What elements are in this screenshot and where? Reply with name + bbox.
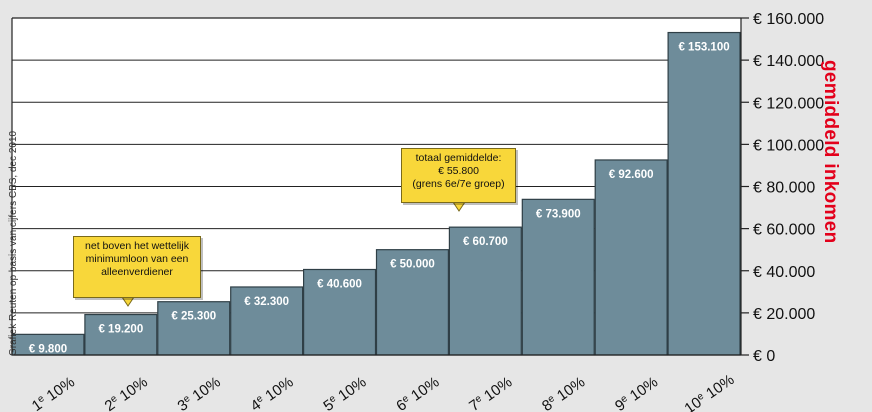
callout-minimumloon-line-1: net boven het wettelijk [85,240,189,252]
bar [230,286,304,356]
bar-value-label: € 19.200 [98,324,143,336]
callout-minimumloon-line-2: minimumloon van een [85,253,189,265]
x-tick-label: 8e 10% [539,373,588,412]
callout-gemiddelde-line-2: € 55.800 [438,165,479,177]
x-tick-label: 3e 10% [174,373,223,412]
bar [375,249,450,356]
y-tick-label: € 140.000 [753,53,824,70]
x-tick-label: 10e 10% [681,371,737,412]
bar-value-label: € 92.600 [609,169,654,181]
x-tick-label: 1e 10% [29,373,78,412]
bar-value-label: € 60.700 [463,236,508,248]
x-tick-label: 7e 10% [466,373,515,412]
y-tick-label: € 40.000 [753,264,815,281]
x-axis-labels: 1e 10% 2e 10% 3e 10% 4e 10% 5e 10% 6e 10% 7e 1… [29,371,738,412]
callout-minimumloon-line-3: alleenverdiener [101,266,173,278]
y-tick-label: € 20.000 [753,306,815,323]
y-tick-label: € 120.000 [753,95,824,112]
bar-value-label: € 40.600 [317,278,362,290]
bar [157,301,231,356]
y-axis-title: gemiddeld inkomen [820,60,841,244]
y-tick-label: € 160.000 [753,11,824,28]
bar-value-label: € 9.800 [29,343,67,355]
x-tick-label: 5e 10% [320,373,369,412]
bar [84,313,158,356]
y-tick-label: € 80.000 [753,180,815,197]
x-tick-label: 2e 10% [101,373,150,412]
bar [667,31,741,356]
bar-value-label: € 32.300 [244,296,289,308]
bar-value-label: € 153.100 [678,42,729,54]
bar [521,198,595,356]
y-tick-label: € 0 [753,348,775,365]
bar-value-label: € 73.900 [536,208,581,220]
y-tick-label: € 60.000 [753,222,815,239]
x-tick-label: 6e 10% [393,373,442,412]
bar [594,159,668,356]
bar-value-labels: € 9.800 € 19.200 € 25.300 € 32.300 € 40.600 €… [29,42,730,356]
callout-gemiddelde-line-1: totaal gemiddelde: [415,152,502,164]
y-axis-ticks: € 0 € 20.000 € 40.000 € 60.000 € 80.000 € 100… [741,11,824,365]
callout-gemiddelde: totaal gemiddelde: € 55.800 (grens 6e/7e… [401,148,516,203]
bars-group [11,31,741,356]
bar-value-label: € 25.300 [171,311,216,323]
chart-credit: Grafiek Reuten op basis van cijfers CBS,… [8,130,19,356]
callout-gemiddelde-line-3: (grens 6e/7e groep) [412,178,505,190]
callout-minimumloon: net boven het wettelijk minimumloon van … [73,236,201,298]
x-tick-label: 9e 10% [612,373,661,412]
y-tick-label: € 100.000 [753,137,824,154]
x-tick-label: 4e 10% [247,373,296,412]
bar-value-label: € 50.000 [390,259,435,271]
